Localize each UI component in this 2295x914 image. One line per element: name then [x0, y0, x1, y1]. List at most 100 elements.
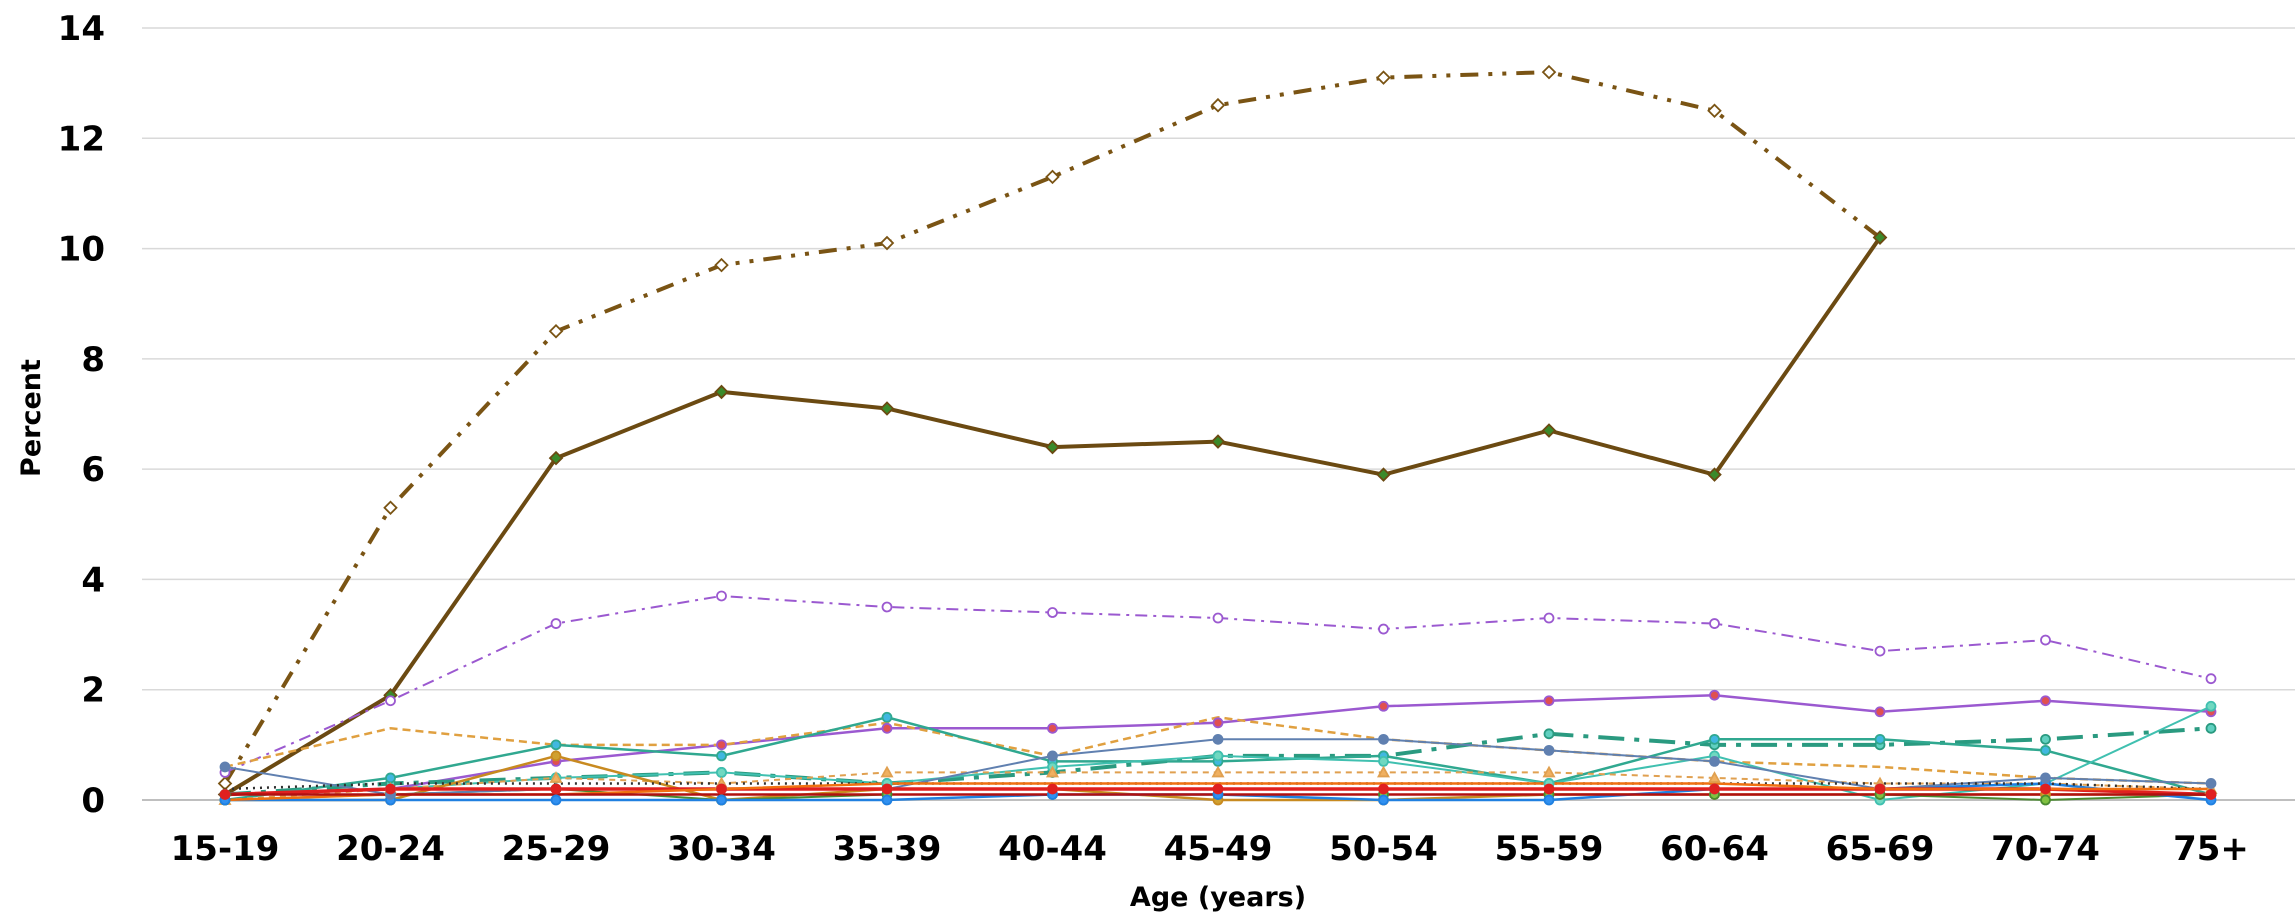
data-point	[1047, 750, 1058, 762]
data-point	[2040, 733, 2051, 745]
x-tick-label: 45-49	[1164, 829, 1273, 869]
data-point	[550, 794, 562, 806]
grid	[142, 27, 2295, 801]
data-point	[2205, 700, 2217, 712]
data-point	[1378, 783, 1389, 795]
data-point	[1874, 706, 1886, 718]
data-point	[219, 761, 231, 773]
data-point	[2040, 772, 2051, 784]
data-point	[2040, 634, 2051, 646]
data-point	[881, 783, 893, 795]
data-point	[716, 739, 727, 751]
data-point	[716, 767, 727, 778]
data-point	[880, 765, 894, 778]
data-point	[1542, 765, 1556, 778]
y-tick-label: 4	[81, 560, 105, 600]
data-point	[385, 783, 396, 795]
data-point	[385, 772, 396, 784]
data-point	[2205, 789, 2217, 800]
data-point	[716, 794, 727, 806]
data-point	[1212, 733, 1224, 745]
data-point	[1047, 783, 1058, 795]
data-point	[1707, 467, 1722, 482]
x-tick-label: 40-44	[998, 829, 1107, 869]
data-point	[548, 324, 564, 339]
data-point	[714, 384, 729, 400]
y-axis-title: Percent	[16, 359, 47, 477]
data-point	[1707, 771, 1722, 783]
data-point	[1709, 618, 1720, 629]
data-point	[1378, 756, 1389, 767]
data-point	[881, 722, 893, 734]
data-point	[881, 711, 893, 723]
x-tick-label: 30-34	[667, 829, 776, 869]
data-point	[1874, 645, 1886, 657]
data-point	[1376, 70, 1391, 85]
data-point	[1543, 728, 1555, 740]
series-line	[224, 716, 2212, 785]
y-tick-label: 14	[58, 9, 105, 49]
data-point	[1211, 765, 1225, 778]
data-point	[1045, 439, 1060, 455]
data-point	[1541, 423, 1557, 438]
data-point	[1047, 722, 1058, 734]
data-point	[1210, 97, 1226, 113]
data-point	[1707, 103, 1722, 118]
data-point	[550, 750, 562, 762]
x-axis-title: Age (years)	[1130, 882, 1306, 913]
x-tick-label: 70-74	[1991, 829, 2100, 869]
data-point	[2040, 794, 2051, 806]
y-tick-label: 8	[81, 340, 105, 380]
data-point	[1874, 733, 1886, 745]
data-point	[1378, 733, 1389, 745]
data-point	[881, 794, 893, 806]
series-line	[223, 236, 1882, 797]
data-point	[1378, 623, 1389, 635]
data-point	[1543, 612, 1555, 624]
data-point	[1709, 689, 1720, 701]
data-point	[716, 750, 727, 762]
data-point	[1047, 607, 1058, 618]
data-point	[1874, 783, 1886, 795]
data-point	[1543, 744, 1555, 756]
data-point	[2205, 778, 2217, 789]
data-point	[1709, 783, 1720, 795]
data-point	[2205, 722, 2217, 734]
data-point	[550, 783, 562, 795]
tick-labels: 0 2 4 6 8 10 12 14 15-19 20-24 25-29 30-34 35-39 40-4…	[58, 9, 2249, 869]
x-tick-label: 50-54	[1329, 829, 1438, 869]
data-point	[550, 739, 562, 751]
data-point	[881, 601, 893, 613]
data-point	[385, 695, 396, 707]
y-tick-label: 2	[81, 671, 105, 711]
data-point	[1376, 765, 1391, 778]
data-point	[383, 500, 398, 516]
data-point	[1541, 64, 1557, 80]
data-point	[1709, 733, 1720, 745]
data-point	[1212, 717, 1224, 729]
data-point	[1543, 695, 1555, 707]
data-point	[1378, 794, 1389, 806]
data-point	[1709, 756, 1720, 767]
data-point	[716, 783, 727, 795]
x-tick-label: 60-64	[1660, 829, 1769, 869]
data-point	[550, 618, 562, 629]
x-tick-label: 35-39	[833, 829, 942, 869]
data-point	[1045, 169, 1060, 185]
x-tick-label: 15-19	[171, 829, 280, 869]
marker-group	[217, 64, 2218, 806]
x-tick-label: 20-24	[336, 829, 445, 869]
data-point	[714, 257, 729, 273]
data-point	[219, 789, 231, 800]
data-point	[1376, 467, 1391, 482]
x-tick-label: 65-69	[1826, 829, 1935, 869]
x-tick-label: 25-29	[502, 829, 611, 869]
data-point	[2040, 744, 2051, 756]
y-tick-label: 6	[81, 450, 105, 490]
data-point	[1045, 765, 1060, 778]
data-point	[1378, 700, 1389, 712]
y-tick-label: 12	[58, 119, 105, 159]
x-tick-label: 55-59	[1495, 829, 1604, 869]
